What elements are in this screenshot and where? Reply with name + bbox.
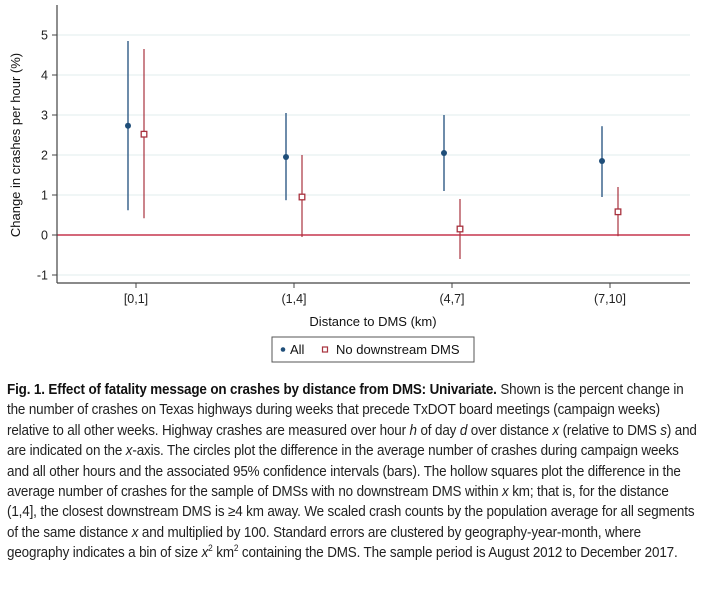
caption-var: h bbox=[409, 422, 417, 439]
x-tick-label: (1,4] bbox=[281, 292, 306, 306]
y-tick-label: 2 bbox=[41, 149, 48, 163]
point-all bbox=[599, 158, 605, 164]
legend-marker-no-downstream bbox=[321, 346, 329, 353]
caption-text: over distance bbox=[467, 422, 553, 439]
legend-box bbox=[271, 336, 475, 363]
caption-text: ) and are indicated on the bbox=[7, 422, 697, 460]
figure-caption: Fig. 1. Effect of fatality message on cr… bbox=[7, 380, 699, 564]
x-axis-title: Distance to DMS (km) bbox=[309, 314, 436, 329]
point-all bbox=[283, 154, 289, 160]
data-marks bbox=[125, 41, 622, 259]
caption-var: s bbox=[660, 422, 667, 439]
point-all bbox=[441, 150, 447, 156]
point-no-downstream bbox=[298, 193, 306, 201]
point-no-downstream bbox=[456, 225, 464, 233]
point-all bbox=[125, 122, 131, 129]
caption-text: containing the DMS. The sample period is… bbox=[238, 545, 678, 562]
y-tick-label: 1 bbox=[41, 189, 48, 203]
legend: All No downstream DMS bbox=[271, 336, 475, 363]
y-tick-label: 0 bbox=[41, 229, 48, 243]
y-tick-label: 5 bbox=[41, 29, 48, 43]
caption-text: km; that is, for the distance (1,4], the… bbox=[7, 484, 695, 541]
caption-text: km bbox=[212, 545, 234, 562]
y-tick-label: 3 bbox=[41, 109, 48, 123]
chart: -1 0 1 2 3 4 5 [0,1] (1,4] (4,7] (7,10] Change in… bbox=[8, 5, 690, 363]
legend-label-all: All bbox=[290, 342, 305, 357]
caption-text: of day bbox=[416, 422, 460, 439]
caption-var: x bbox=[502, 484, 509, 501]
caption-title: Fig. 1. Effect of fatality message on cr… bbox=[7, 382, 497, 398]
caption-text: -axis. The circles plot the difference i… bbox=[7, 443, 681, 501]
x-ticks: [0,1] (1,4] (4,7] (7,10] bbox=[124, 283, 626, 306]
legend-label-no-downstream: No downstream DMS bbox=[336, 342, 460, 357]
caption-var: x bbox=[201, 545, 209, 562]
x-tick-label: [0,1] bbox=[124, 292, 148, 306]
y-tick-label: -1 bbox=[37, 269, 48, 283]
point-no-downstream bbox=[614, 208, 622, 216]
point-no-downstream bbox=[140, 130, 148, 138]
y-tick-label: 4 bbox=[41, 69, 48, 83]
caption-text: and multiplied by 100. Standard errors a… bbox=[7, 524, 641, 562]
gridlines bbox=[57, 34, 690, 276]
caption-var: x bbox=[552, 422, 559, 439]
caption-var: x bbox=[125, 443, 133, 460]
legend-marker-all bbox=[280, 347, 286, 352]
caption-superscript: 2 bbox=[233, 543, 239, 554]
caption-text: Shown is the percent change in the numbe… bbox=[7, 382, 684, 439]
x-tick-label: (4,7] bbox=[439, 292, 464, 306]
caption-var: x bbox=[131, 524, 139, 541]
caption-superscript: 2 bbox=[208, 543, 213, 554]
x-tick-label: (7,10] bbox=[594, 292, 626, 306]
y-axis-title: Change in crashes per hour (%) bbox=[8, 53, 23, 237]
caption-text: (relative to DMS bbox=[559, 422, 661, 439]
y-ticks: -1 0 1 2 3 4 5 bbox=[37, 29, 57, 283]
caption-var: d bbox=[459, 422, 468, 439]
